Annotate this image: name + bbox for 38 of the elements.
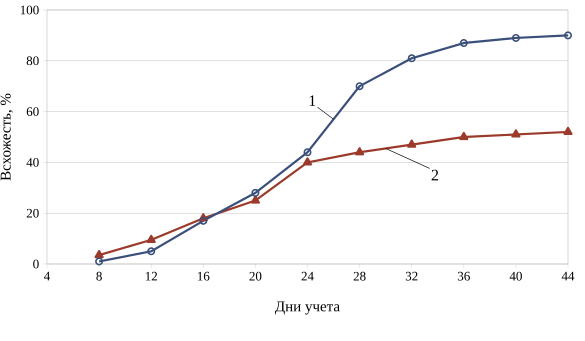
point: [250, 195, 260, 204]
point: [251, 188, 260, 197]
x-tick-label: 24: [302, 272, 314, 280]
point: [94, 250, 104, 258]
x-tick-label: 44: [562, 272, 574, 280]
y-tick-label: 80: [26, 56, 39, 66]
y-tick-label: 60: [26, 107, 39, 116]
point: [302, 157, 312, 166]
point: [459, 132, 468, 140]
x-tick-label: 12: [146, 272, 157, 280]
point: [407, 140, 416, 148]
point: [304, 148, 312, 156]
y-tick-label: 20: [26, 208, 39, 218]
series-label: 1: [310, 95, 316, 106]
x-axis-title: Дни учета: [275, 301, 340, 314]
point: [408, 54, 416, 62]
x-tick-label: 40: [510, 272, 522, 281]
x-tick-label: 16: [198, 272, 210, 281]
x-tick-label: 36: [458, 272, 470, 281]
point: [563, 126, 573, 136]
y-tick-label: 0: [33, 260, 39, 268]
x-tick-label: 32: [406, 272, 418, 281]
point: [511, 129, 520, 138]
x-tick-label: 8: [96, 272, 102, 281]
point: [355, 147, 364, 156]
point: [199, 216, 208, 225]
x-tick-label: 28: [354, 272, 366, 281]
x-tick-label: 20: [249, 272, 262, 281]
point: [460, 39, 468, 48]
point: [146, 234, 156, 243]
point: [512, 34, 520, 42]
point: [147, 247, 156, 256]
y-tick-label: 40: [26, 158, 39, 167]
point: [356, 82, 364, 90]
series-label: 2: [432, 170, 438, 180]
y-axis-title: Всхожесть, %: [0, 94, 13, 180]
x-tick-label: 4: [44, 272, 50, 280]
y-tick-label: 100: [20, 6, 39, 14]
